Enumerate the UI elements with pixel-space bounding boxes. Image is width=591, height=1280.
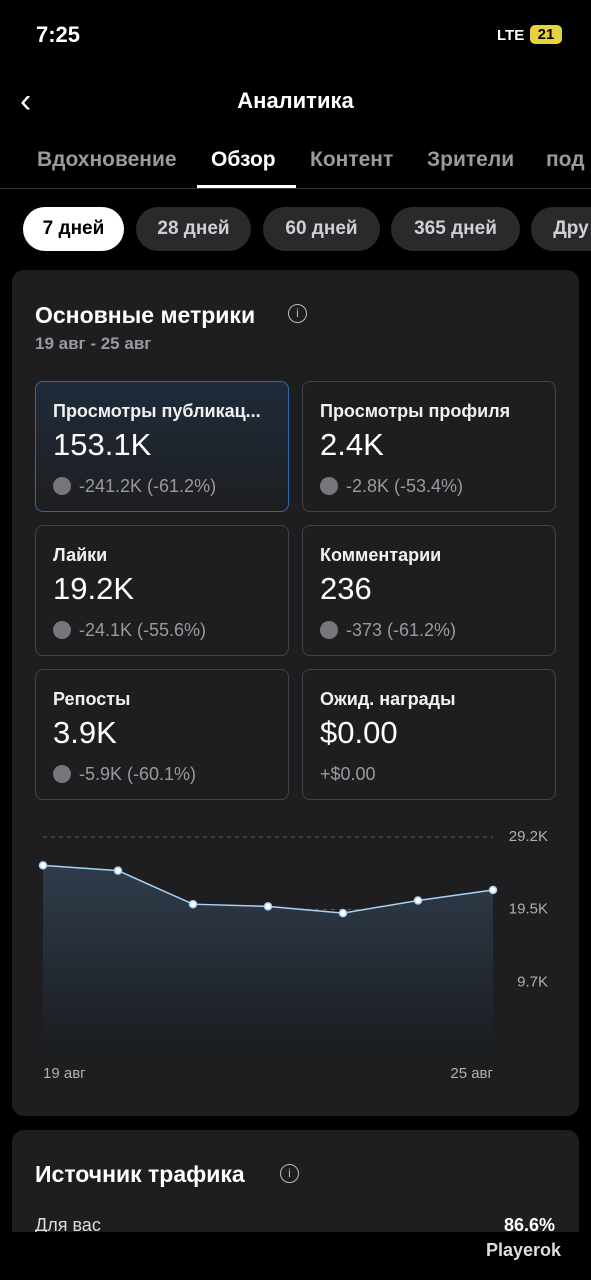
metrics-title: Основные метрики xyxy=(35,302,256,328)
metric-label: Комментарии xyxy=(320,545,442,565)
metric-change: -2.8K (-53.4%) xyxy=(346,476,464,496)
down-icon xyxy=(53,621,71,639)
metric-tile[interactable]: Комментарии 236 -373 (-61.2%) xyxy=(302,525,556,656)
tab[interactable]: Вдохновение xyxy=(37,148,177,171)
metric-label: Просмотры публикац... xyxy=(53,401,261,421)
header-title: Аналитика xyxy=(237,88,354,113)
metric-label: Просмотры профиля xyxy=(320,401,511,421)
down-icon xyxy=(320,621,338,639)
metric-change: -24.1K (-55.6%) xyxy=(79,620,207,640)
period-pill[interactable]: 28 дней xyxy=(136,207,251,251)
date-range: 19 авг - 25 авг xyxy=(35,334,152,353)
traffic-label: Для вас xyxy=(35,1215,101,1235)
metric-value: 3.9K xyxy=(53,715,117,750)
traffic-title: Источник трафика xyxy=(35,1161,245,1187)
metric-value: $0.00 xyxy=(320,715,398,750)
metric-value: 153.1K xyxy=(53,427,152,462)
metric-tile[interactable]: Лайки 19.2K -24.1K (-55.6%) xyxy=(35,525,289,656)
metric-change: -241.2K (-61.2%) xyxy=(79,476,217,496)
metric-value: 236 xyxy=(320,571,372,606)
period-pill[interactable]: 365 дней xyxy=(391,207,520,251)
down-icon xyxy=(53,765,71,783)
metric-value: 2.4K xyxy=(320,427,384,462)
status-network: LTE xyxy=(497,27,525,44)
tab[interactable]: Контент xyxy=(310,148,394,171)
period-pill[interactable]: 7 дней xyxy=(23,207,124,251)
status-time: 7:25 xyxy=(36,22,81,47)
metric-label: Лайки xyxy=(53,545,108,565)
metric-tile[interactable]: Репосты 3.9K -5.9K (-60.1%) xyxy=(35,669,289,800)
traffic-value: 86.6% xyxy=(503,1215,555,1235)
metric-tile[interactable]: Ожид. награды $0.00 +$0.00 xyxy=(302,669,556,800)
down-icon xyxy=(320,477,338,495)
info-icon[interactable]: i xyxy=(280,1164,299,1183)
watermark: Playerok xyxy=(486,1240,562,1260)
period-pill[interactable]: Дру xyxy=(531,207,591,251)
period-pill[interactable]: 60 дней xyxy=(263,207,380,251)
metric-label: Ожид. награды xyxy=(320,689,456,709)
bottom-bar xyxy=(0,1232,591,1280)
info-icon[interactable]: i xyxy=(288,304,307,323)
metric-tile[interactable]: Просмотры профиля 2.4K -2.8K (-53.4%) xyxy=(302,381,556,512)
metric-value: 19.2K xyxy=(53,571,135,606)
tab[interactable]: Зрители xyxy=(427,148,515,171)
tab[interactable]: под xyxy=(546,148,585,171)
down-icon xyxy=(53,477,71,495)
tabs-divider xyxy=(0,188,591,189)
metric-change: -373 (-61.2%) xyxy=(346,620,457,640)
metric-change: -5.9K (-60.1%) xyxy=(79,764,197,784)
tab-indicator xyxy=(197,185,296,188)
tab[interactable]: Обзор xyxy=(211,148,276,171)
metric-change: +$0.00 xyxy=(320,764,376,784)
status-battery: 21 xyxy=(530,25,562,44)
metric-tile[interactable]: Просмотры публикац... 153.1K -241.2K (-61.… xyxy=(35,381,289,512)
back-button[interactable]: ‹ xyxy=(20,82,32,120)
metric-label: Репосты xyxy=(53,689,131,709)
